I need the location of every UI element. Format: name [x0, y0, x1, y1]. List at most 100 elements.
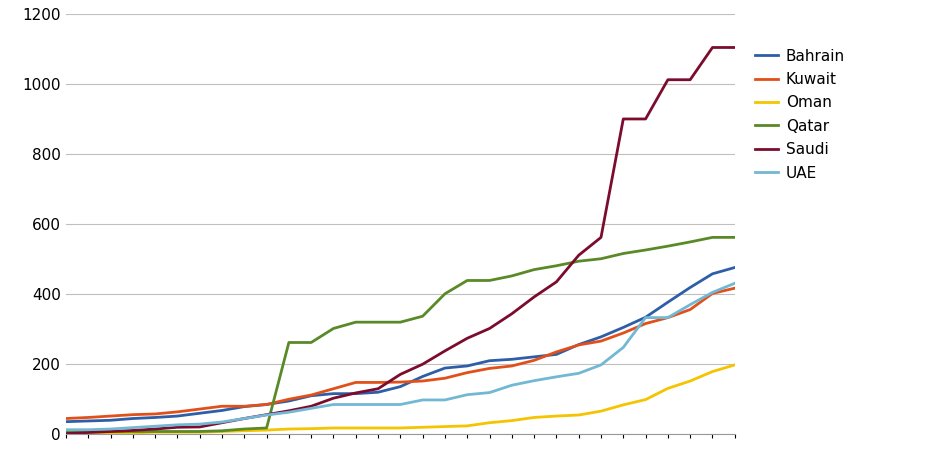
Saudi: [150, 426, 161, 432]
Kuwait: [127, 412, 138, 418]
Bahrain: [595, 334, 607, 340]
Qatar: [127, 429, 138, 434]
Qatar: [462, 278, 473, 283]
Kuwait: [685, 307, 696, 312]
Oman: [462, 423, 473, 429]
Bahrain: [484, 358, 495, 364]
Saudi: [662, 77, 674, 83]
Qatar: [551, 263, 562, 268]
Oman: [127, 430, 138, 436]
Qatar: [395, 319, 406, 325]
Line: Kuwait: Kuwait: [66, 288, 735, 419]
Qatar: [171, 429, 183, 434]
Bahrain: [105, 418, 116, 423]
Qatar: [729, 235, 740, 240]
Saudi: [284, 408, 295, 413]
Oman: [439, 424, 450, 429]
Bahrain: [305, 393, 317, 399]
Oman: [105, 430, 116, 436]
Oman: [640, 397, 651, 402]
Saudi: [729, 45, 740, 50]
Bahrain: [395, 384, 406, 389]
UAE: [706, 290, 718, 295]
Oman: [729, 362, 740, 368]
Qatar: [328, 326, 339, 331]
Saudi: [595, 235, 607, 240]
Oman: [238, 428, 250, 433]
Kuwait: [484, 365, 495, 371]
Qatar: [618, 251, 629, 256]
Kuwait: [350, 380, 362, 385]
Saudi: [618, 116, 629, 122]
Saudi: [328, 395, 339, 401]
Kuwait: [462, 370, 473, 376]
Bahrain: [706, 271, 718, 277]
UAE: [171, 422, 183, 428]
Bahrain: [618, 325, 629, 330]
Qatar: [217, 428, 228, 433]
Kuwait: [417, 378, 429, 384]
Kuwait: [217, 403, 228, 409]
Qatar: [573, 258, 584, 264]
Saudi: [395, 371, 406, 377]
Bahrain: [60, 419, 72, 425]
UAE: [618, 345, 629, 350]
Kuwait: [662, 315, 674, 320]
UAE: [217, 419, 228, 425]
Legend: Bahrain, Kuwait, Oman, Qatar, Saudi, UAE: Bahrain, Kuwait, Oman, Qatar, Saudi, UAE: [749, 43, 851, 187]
UAE: [439, 397, 450, 403]
Oman: [506, 418, 517, 423]
UAE: [261, 412, 272, 418]
UAE: [60, 427, 72, 432]
Bahrain: [528, 354, 540, 359]
UAE: [484, 390, 495, 395]
Saudi: [528, 294, 540, 300]
UAE: [372, 402, 383, 407]
UAE: [528, 378, 540, 383]
Bahrain: [217, 407, 228, 413]
Oman: [372, 425, 383, 431]
UAE: [328, 402, 339, 407]
Saudi: [462, 335, 473, 341]
Kuwait: [551, 349, 562, 355]
Kuwait: [284, 396, 295, 402]
Qatar: [595, 256, 607, 261]
Oman: [685, 378, 696, 384]
UAE: [729, 280, 740, 286]
Line: Qatar: Qatar: [66, 237, 735, 432]
Oman: [284, 426, 295, 432]
Oman: [395, 425, 406, 431]
Bahrain: [194, 410, 205, 416]
Oman: [618, 402, 629, 407]
Bahrain: [439, 365, 450, 371]
UAE: [462, 392, 473, 397]
Bahrain: [350, 391, 362, 396]
UAE: [284, 409, 295, 415]
Bahrain: [284, 398, 295, 404]
Kuwait: [729, 286, 740, 291]
Kuwait: [238, 403, 250, 409]
UAE: [350, 402, 362, 407]
UAE: [83, 427, 94, 432]
Oman: [60, 430, 72, 436]
Oman: [261, 427, 272, 433]
Qatar: [528, 267, 540, 273]
Qatar: [150, 429, 161, 434]
Qatar: [439, 291, 450, 297]
UAE: [395, 402, 406, 407]
Kuwait: [305, 392, 317, 398]
Oman: [528, 415, 540, 420]
Saudi: [506, 311, 517, 316]
Oman: [484, 420, 495, 426]
Saudi: [417, 361, 429, 367]
Kuwait: [83, 415, 94, 420]
Kuwait: [506, 363, 517, 369]
UAE: [640, 315, 651, 320]
Oman: [595, 408, 607, 414]
Kuwait: [171, 409, 183, 414]
Kuwait: [573, 342, 584, 348]
UAE: [417, 397, 429, 403]
Qatar: [350, 319, 362, 325]
UAE: [551, 374, 562, 380]
UAE: [595, 362, 607, 368]
